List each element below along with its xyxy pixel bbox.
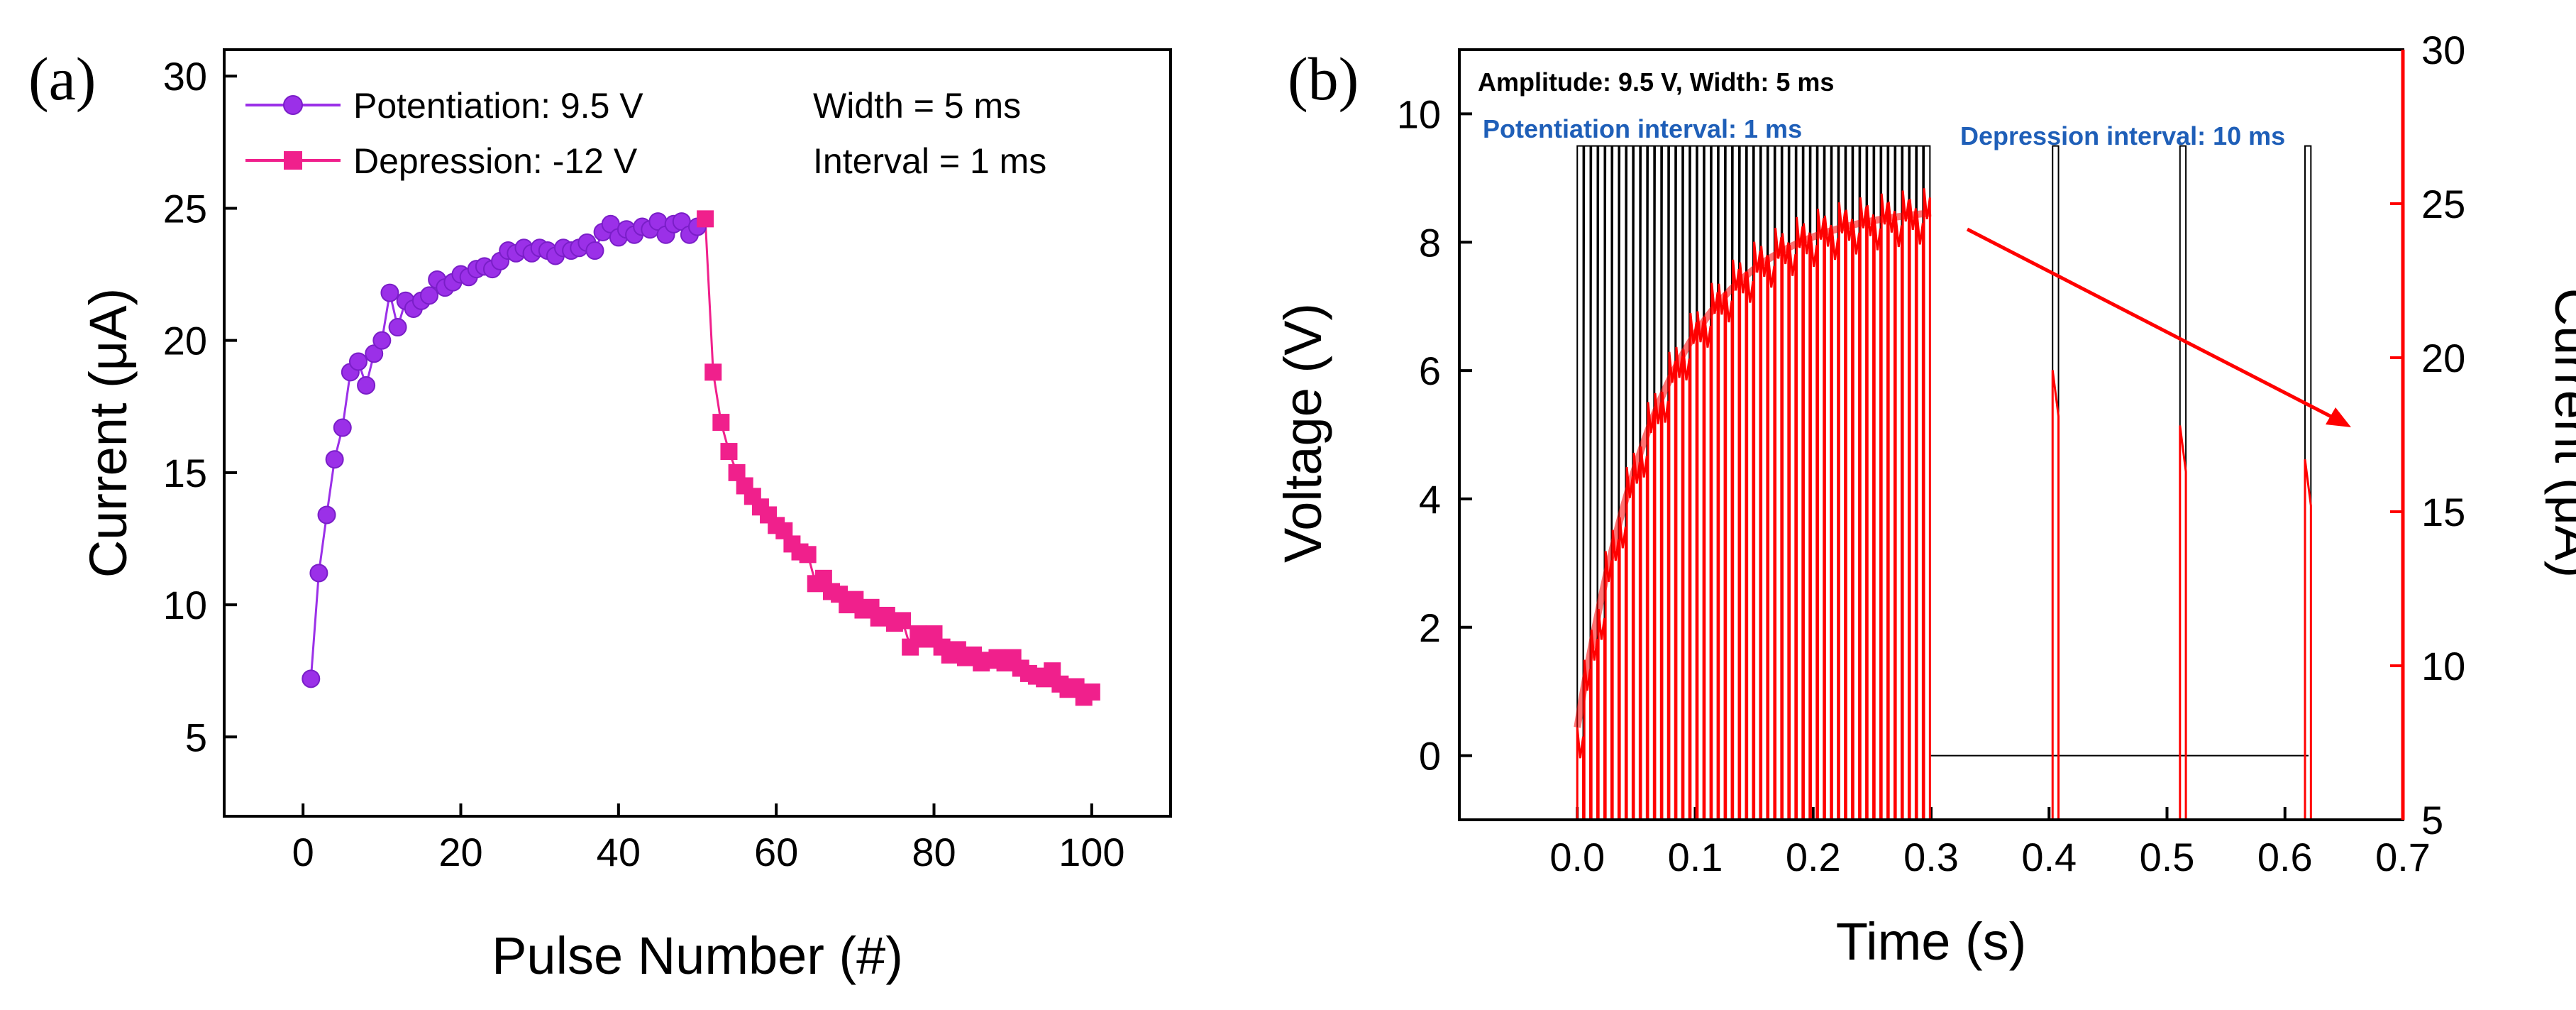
y-tick-label: 5	[185, 715, 207, 759]
x-tick-label: 80	[912, 830, 956, 874]
panel-a-frame	[223, 48, 1172, 818]
data-point-potentiation	[348, 352, 367, 371]
legend-potentiation-label: Potentiation: 9.5 V	[353, 86, 643, 126]
panel-b-xlabel: Time (s)	[1836, 912, 2027, 971]
x-tick-label: 40	[597, 830, 641, 874]
panel-a-label: (a)	[28, 45, 96, 113]
current-depression-spike	[2179, 425, 2187, 820]
data-point-potentiation	[333, 418, 352, 437]
x-tick-label: 20	[438, 830, 482, 874]
data-point-depression	[704, 363, 722, 381]
y-tick-label: 10	[1397, 92, 1441, 136]
y-right-tick-label: 30	[2421, 28, 2465, 72]
panel-b-data	[1574, 145, 2312, 820]
trend-arrow-head	[2326, 407, 2351, 427]
y-tick-label: 25	[163, 186, 207, 231]
legend-potentiation-marker	[283, 95, 303, 115]
y-right-tick-label: 25	[2421, 182, 2465, 226]
panel-b: (b) 0.0 0.1 0.2 0.3 0.4 0.5 0.6 0.7 0 2 4 6 8 10 5 10 15…	[1273, 28, 2576, 971]
y-tick-label: 4	[1419, 477, 1441, 522]
voltage-depression-pulse	[2304, 145, 2312, 756]
y-right-tick-label: 15	[2421, 490, 2465, 534]
data-point-potentiation	[585, 241, 604, 260]
data-point-potentiation	[380, 283, 399, 302]
annotation-amplitude: Amplitude: 9.5 V, Width: 5 ms	[1478, 67, 1834, 97]
annotation-interval: Interval = 1 ms	[813, 141, 1046, 181]
data-point-depression	[799, 546, 817, 564]
data-point-depression	[894, 612, 912, 630]
y-tick-label: 0	[1419, 734, 1441, 779]
y-right-tick-label: 5	[2421, 798, 2443, 842]
data-point-potentiation	[302, 669, 321, 688]
y-right-tick-label: 20	[2421, 336, 2465, 380]
y-tick-label: 15	[163, 451, 207, 495]
data-point-potentiation	[317, 505, 336, 525]
x-tick-label: 0.3	[1903, 835, 1959, 879]
annotation-width: Width = 5 ms	[813, 86, 1021, 126]
x-tick-label: 0.1	[1668, 835, 1723, 879]
panel-a-ticks: 0 20 40 60 80 100 5 10 15 20 25 30	[163, 54, 1125, 874]
data-point-potentiation	[309, 564, 328, 583]
panel-a: (a) 0 20 40 60 80 100 5 10 15 20 25 30 Potentiation…	[28, 45, 1172, 985]
panel-b-ylabel-right: Current (μA)	[2544, 288, 2576, 578]
panel-b-ylabel-left: Voltage (V)	[1273, 303, 1332, 563]
annotation-potentiation-interval: Potentiation interval: 1 ms	[1483, 114, 1802, 143]
y-tick-label: 6	[1419, 348, 1441, 393]
annotation-depression-interval: Depression interval: 10 ms	[1960, 121, 2285, 150]
x-tick-label: 100	[1058, 830, 1124, 874]
legend-depression-label: Depression: -12 V	[353, 141, 638, 181]
series-line-potentiation	[309, 219, 699, 679]
x-tick-label: 0.6	[2257, 835, 2313, 879]
panel-b-label: (b)	[1288, 45, 1359, 113]
current-depression-spike	[2051, 370, 2060, 820]
y-tick-label: 20	[163, 319, 207, 363]
panel-b-frame	[1458, 48, 2404, 821]
panel-a-xlabel: Pulse Number (#)	[492, 926, 903, 985]
data-point-depression	[1083, 683, 1100, 701]
data-point-potentiation	[372, 331, 392, 350]
current-depression-spike	[2304, 459, 2312, 820]
data-point-potentiation	[325, 450, 344, 469]
legend-depression-marker	[284, 151, 302, 170]
current-envelope	[1574, 209, 1932, 728]
x-tick-label: 60	[754, 830, 798, 874]
panel-a-legend: Potentiation: 9.5 V Depression: -12 V	[245, 86, 643, 181]
trend-arrow	[1966, 227, 2351, 427]
x-tick-label: 0.2	[1786, 835, 1841, 879]
x-tick-label: 0.5	[2140, 835, 2195, 879]
panel-a-ylabel: Current (μA)	[79, 288, 138, 578]
data-point-potentiation	[420, 286, 439, 305]
current-potentiation-response	[1576, 188, 1931, 820]
y-right-tick-label: 10	[2421, 644, 2465, 688]
y-tick-label: 8	[1419, 220, 1441, 265]
y-tick-label: 30	[163, 54, 207, 99]
data-point-potentiation	[388, 318, 407, 337]
data-point-depression	[697, 210, 714, 228]
panel-b-ticks: 0.0 0.1 0.2 0.3 0.4 0.5 0.6 0.7 0 2 4 6 8 10 5 10 15 20 25…	[1397, 28, 2466, 879]
data-point-potentiation	[357, 375, 376, 395]
data-point-depression	[720, 443, 738, 461]
panel-a-data	[302, 210, 1100, 706]
trend-arrow-line	[1966, 227, 2334, 419]
x-tick-label: 0.7	[2375, 835, 2431, 879]
y-tick-label: 10	[163, 583, 207, 627]
x-tick-label: 0.4	[2021, 835, 2077, 879]
y-tick-label: 2	[1419, 605, 1441, 650]
data-point-depression	[712, 414, 730, 432]
x-tick-label: 0.0	[1549, 835, 1605, 879]
x-tick-label: 0	[292, 830, 314, 874]
